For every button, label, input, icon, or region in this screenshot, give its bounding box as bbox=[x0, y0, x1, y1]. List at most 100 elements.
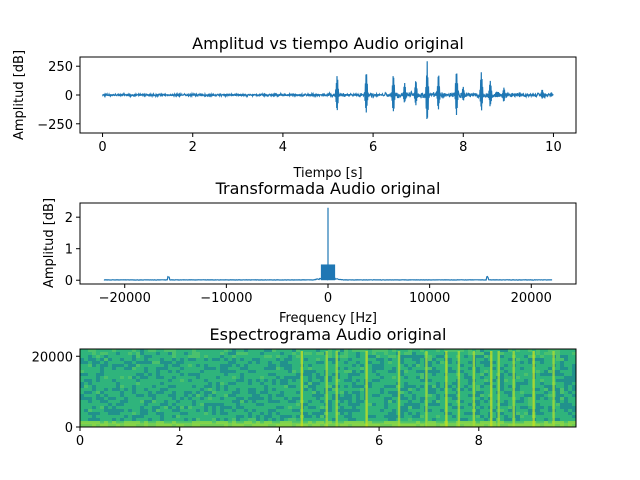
spectrogram-cell bbox=[356, 397, 361, 401]
spectrogram-cell bbox=[400, 370, 405, 374]
spectrogram-cell bbox=[188, 364, 193, 368]
spectrogram-cell bbox=[372, 415, 377, 419]
spectrogram-cell bbox=[372, 400, 377, 404]
spectrogram-cell bbox=[116, 385, 121, 389]
spectrogram-cell bbox=[380, 370, 385, 374]
spectrogram-cell bbox=[296, 367, 301, 371]
spectrogram-cell bbox=[544, 349, 549, 353]
spectrogram-cell bbox=[476, 394, 481, 398]
spectrogram-cell bbox=[376, 394, 381, 398]
spectrogram-cell bbox=[252, 421, 257, 425]
spectrogram-cell bbox=[540, 355, 545, 359]
spectrogram-cell bbox=[308, 358, 313, 362]
spectrogram-cell bbox=[376, 349, 381, 353]
spectrogram-cell bbox=[232, 400, 237, 404]
spectrogram-cell bbox=[260, 397, 265, 401]
spectrogram-cell bbox=[232, 355, 237, 359]
spectrogram-cell bbox=[124, 415, 129, 419]
spectrogram-cell bbox=[208, 409, 213, 413]
spectrogram-transient bbox=[497, 351, 500, 427]
spectrogram-cell bbox=[108, 400, 113, 404]
spectrogram-cell bbox=[184, 418, 189, 422]
spectrogram-cell bbox=[140, 349, 145, 353]
spectrogram-cell bbox=[352, 388, 357, 392]
spectrogram-cell bbox=[528, 361, 533, 365]
spectrogram-cell bbox=[328, 367, 333, 371]
spectrogram-cell bbox=[148, 421, 153, 425]
spectrogram-cell bbox=[368, 367, 373, 371]
spectrogram-cell bbox=[124, 388, 129, 392]
spectrogram-cell bbox=[484, 388, 489, 392]
spectrogram-cell bbox=[516, 421, 521, 425]
spectrogram-cell bbox=[104, 391, 109, 395]
spectrogram-cell bbox=[480, 406, 485, 410]
spectrogram-cell bbox=[236, 406, 241, 410]
spectrogram-cell bbox=[504, 358, 509, 362]
spectrogram-cell bbox=[556, 355, 561, 359]
spectrogram-cell bbox=[176, 361, 181, 365]
spectrogram-cell bbox=[276, 355, 281, 359]
spectrogram-cell bbox=[264, 382, 269, 386]
spectrogram-cell bbox=[516, 391, 521, 395]
spectrogram-cell bbox=[384, 376, 389, 380]
spectrogram-cell bbox=[196, 409, 201, 413]
spectrogram-cell bbox=[228, 421, 233, 425]
spectrogram-cell bbox=[420, 412, 425, 416]
spectrogram-cell bbox=[164, 400, 169, 404]
spectrogram-cell bbox=[344, 355, 349, 359]
spectrogram-cell bbox=[172, 421, 177, 425]
spectrogram-cell bbox=[312, 376, 317, 380]
spectrogram-cell bbox=[192, 382, 197, 386]
spectrogram-cell bbox=[268, 364, 273, 368]
spectrogram-cell bbox=[268, 361, 273, 365]
spectrogram-cell bbox=[96, 418, 101, 422]
spectrogram-cell bbox=[560, 364, 565, 368]
spectrogram-cell bbox=[248, 358, 253, 362]
spectrogram-cell bbox=[292, 385, 297, 389]
spectrogram-cell bbox=[524, 364, 529, 368]
spectrogram-cell bbox=[276, 421, 281, 425]
spectrogram-cell bbox=[104, 406, 109, 410]
y-tick-label-3-0: 0 bbox=[65, 421, 73, 436]
spectrogram-cell bbox=[344, 394, 349, 398]
spectrogram-cell bbox=[372, 352, 377, 356]
spectrogram-cell bbox=[132, 406, 137, 410]
spectrogram-cell bbox=[404, 352, 409, 356]
spectrogram-cell bbox=[204, 403, 209, 407]
spectrogram-cell bbox=[224, 403, 229, 407]
spectrogram-cell bbox=[516, 373, 521, 377]
spectrogram-cell bbox=[312, 415, 317, 419]
spectrogram-cell bbox=[244, 349, 249, 353]
spectrogram-cell bbox=[148, 409, 153, 413]
spectrogram-cell bbox=[404, 349, 409, 353]
spectrogram-cell bbox=[392, 364, 397, 368]
spectrogram-cell bbox=[384, 364, 389, 368]
spectrogram-cell bbox=[296, 421, 301, 425]
spectrogram-cell bbox=[328, 406, 333, 410]
spectrogram-cell bbox=[408, 397, 413, 401]
spectrogram-cell bbox=[96, 385, 101, 389]
spectrogram-cell bbox=[460, 349, 465, 353]
spectrogram-cell bbox=[428, 412, 433, 416]
spectrogram-cell bbox=[500, 385, 505, 389]
spectrogram-cell bbox=[252, 379, 257, 383]
spectrogram-cell bbox=[420, 349, 425, 353]
spectrogram-cell bbox=[200, 373, 205, 377]
spectrogram-cell bbox=[116, 364, 121, 368]
spectrogram-cell bbox=[248, 391, 253, 395]
spectrogram-cell bbox=[332, 418, 337, 422]
spectrogram-cell bbox=[452, 376, 457, 380]
spectrogram-cell bbox=[104, 349, 109, 353]
spectrogram-cell bbox=[180, 406, 185, 410]
spectrogram-cell bbox=[296, 415, 301, 419]
spectrogram-cell bbox=[468, 400, 473, 404]
spectrogram-cell bbox=[348, 400, 353, 404]
spectrogram-cell bbox=[476, 409, 481, 413]
spectrogram-cell bbox=[220, 412, 225, 416]
spectrogram-cell bbox=[112, 388, 117, 392]
spectrogram-cell bbox=[244, 364, 249, 368]
spectrogram-cell bbox=[560, 415, 565, 419]
spectrogram-cell bbox=[280, 382, 285, 386]
spectrogram-cell bbox=[124, 394, 129, 398]
spectrogram-cell bbox=[352, 352, 357, 356]
